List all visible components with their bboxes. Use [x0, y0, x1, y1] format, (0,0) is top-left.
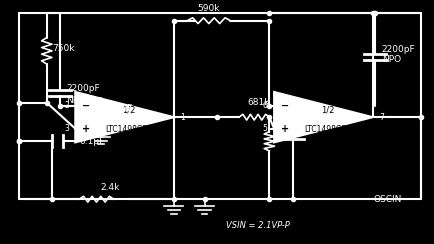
Text: +: +	[280, 124, 288, 134]
Text: 5: 5	[262, 124, 267, 133]
Text: OSCIN: OSCIN	[372, 195, 401, 204]
Polygon shape	[273, 92, 372, 142]
Text: 590k: 590k	[197, 4, 220, 13]
Text: −: −	[280, 101, 288, 111]
Text: 2: 2	[64, 101, 69, 110]
Text: 1k: 1k	[277, 134, 288, 143]
Text: VSIN = 2.1VP-P: VSIN = 2.1VP-P	[226, 221, 289, 230]
Text: NPO: NPO	[381, 55, 400, 64]
Text: 1/2: 1/2	[320, 105, 334, 114]
Text: 750k: 750k	[52, 44, 75, 53]
Text: 0.1μF: 0.1μF	[107, 103, 132, 112]
Text: 3: 3	[64, 124, 69, 133]
Text: 2.4k: 2.4k	[101, 183, 120, 192]
Text: 2200pF: 2200pF	[66, 84, 100, 93]
Text: 1: 1	[180, 113, 184, 122]
Text: 681k: 681k	[247, 98, 270, 107]
Text: 2200pF: 2200pF	[381, 45, 414, 54]
Text: 0.1μF: 0.1μF	[79, 137, 104, 146]
Text: NPO: NPO	[66, 96, 85, 105]
Text: −: −	[82, 101, 90, 111]
Text: 7: 7	[378, 113, 383, 122]
Text: 1/2: 1/2	[122, 105, 135, 114]
Text: LTC1498CS8: LTC1498CS8	[304, 125, 350, 134]
Polygon shape	[75, 92, 174, 142]
Text: 6: 6	[262, 101, 267, 110]
Text: LTC1498CS8: LTC1498CS8	[105, 125, 152, 134]
Text: +: +	[82, 124, 90, 134]
